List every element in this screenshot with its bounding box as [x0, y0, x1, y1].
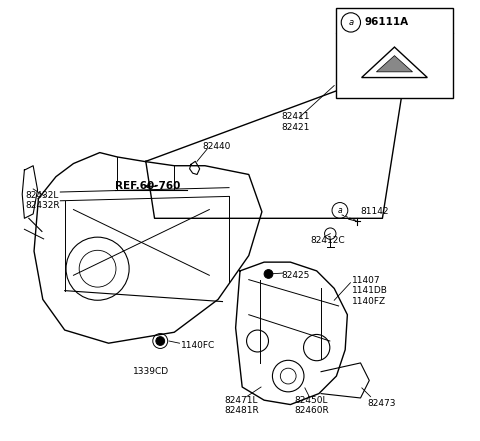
Text: 1339CD: 1339CD [132, 367, 169, 376]
Text: 82450L
82460R: 82450L 82460R [295, 396, 330, 415]
Text: 81142: 81142 [360, 207, 389, 216]
Text: ⚠: ⚠ [390, 63, 399, 73]
Text: 82412C: 82412C [310, 236, 345, 245]
Text: 82471L
82481R: 82471L 82481R [225, 396, 259, 415]
Text: 96111A: 96111A [364, 18, 408, 27]
Circle shape [264, 269, 273, 278]
Text: a: a [348, 18, 353, 27]
Text: 82473: 82473 [367, 399, 396, 408]
Polygon shape [376, 56, 412, 72]
Text: 82440: 82440 [203, 142, 231, 151]
Polygon shape [361, 47, 427, 78]
FancyBboxPatch shape [336, 8, 453, 98]
Text: 82432L
82432R: 82432L 82432R [25, 191, 60, 210]
Text: 82425: 82425 [282, 271, 310, 280]
Text: REF.60-760: REF.60-760 [115, 181, 180, 191]
Text: 82411
82421: 82411 82421 [282, 112, 310, 131]
Circle shape [156, 336, 165, 345]
Text: a: a [337, 206, 342, 215]
Text: 11407
1141DB
1140FZ: 11407 1141DB 1140FZ [352, 276, 388, 306]
Text: 1140FC: 1140FC [181, 341, 215, 350]
